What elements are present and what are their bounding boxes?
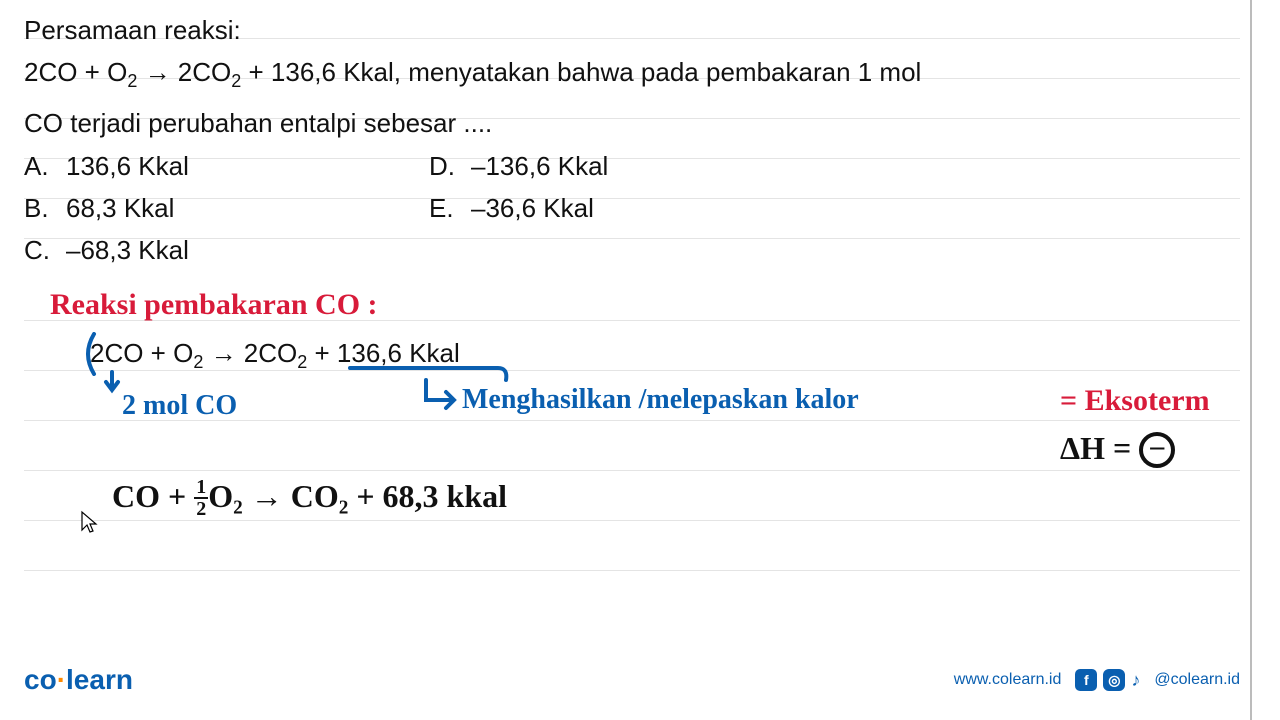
option-label-b: B. [24, 187, 66, 229]
question-title: Persamaan reaksi: [24, 10, 1220, 50]
blue-paren-icon [80, 332, 100, 376]
blue-arrow-down-icon [100, 370, 124, 396]
footer-handle[interactable]: @colearn.id [1154, 671, 1240, 689]
hand-red-title: Reaksi pembakaran CO : [50, 288, 378, 322]
option-label-c: C. [24, 229, 66, 271]
option-a: 136,6 Kkal [66, 151, 189, 181]
tiktok-icon[interactable]: ♪ [1131, 669, 1140, 691]
option-label-e: E. [429, 187, 471, 229]
instagram-icon[interactable]: ◎ [1103, 669, 1125, 691]
logo-dot-icon: · [57, 664, 66, 695]
eq-co: CO + [112, 478, 186, 514]
social-icons: f ◎ ♪ [1075, 669, 1140, 691]
option-label-a: A. [24, 145, 66, 187]
hand-blue-2mol: 2 mol CO [122, 390, 237, 422]
logo-learn: learn [66, 664, 133, 695]
facebook-icon[interactable]: f [1075, 669, 1097, 691]
hand-blue-melepaskan: Menghasilkan /melepaskan kalor [462, 384, 859, 416]
option-label-d: D. [429, 145, 471, 187]
question-equation-line2: CO terjadi perubahan entalpi sebesar ...… [24, 103, 1220, 143]
question-equation-line1: 2CO + O2 → 2CO2 + 136,6 Kkal, menyatakan… [24, 52, 1220, 101]
eq-rest: O₂ → CO₂ + 68,3 kkal [208, 478, 507, 514]
circle-minus-icon: – [1139, 432, 1175, 468]
question-block: Persamaan reaksi: 2CO + O2 → 2CO2 + 136,… [24, 10, 1220, 271]
hand-black-final-eq: CO + 1 2 O₂ → CO₂ + 68,3 kkal [112, 478, 507, 521]
footer-url[interactable]: www.colearn.id [954, 671, 1062, 689]
brand-logo: co·learn [24, 664, 133, 696]
hand-delta-h: ΔH = – [1060, 430, 1175, 470]
option-b: 68,3 Kkal [66, 193, 174, 223]
dh-label: ΔH = [1060, 430, 1131, 466]
option-e: –36,6 Kkal [471, 193, 594, 223]
frac-half: 1 2 [194, 477, 208, 519]
option-c: –68,3 Kkal [66, 235, 189, 265]
blue-l-arrow-icon [420, 378, 460, 412]
logo-co: co [24, 664, 57, 695]
options-block: A.136,6 Kkal D.–136,6 Kkal B.68,3 Kkal E… [24, 145, 1220, 271]
hand-red-eksoterm: = Eksoterm [1060, 384, 1210, 418]
option-d: –136,6 Kkal [471, 151, 608, 181]
footer: co·learn www.colearn.id f ◎ ♪ @colearn.i… [24, 660, 1240, 700]
margin-line-right [1250, 0, 1252, 720]
mouse-cursor-icon [80, 510, 98, 540]
